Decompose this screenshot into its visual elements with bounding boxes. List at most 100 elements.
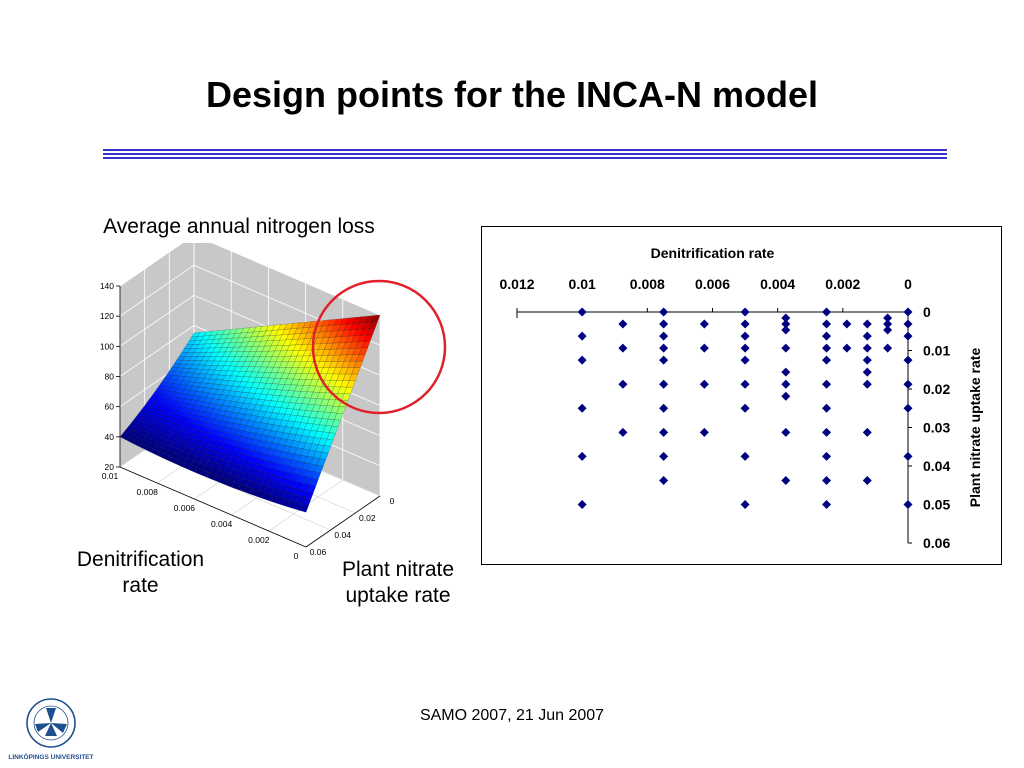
y-tick-label: 0.01	[923, 343, 950, 359]
x-tick-label: 0.002	[825, 276, 860, 292]
z-tick-label: 80	[105, 372, 115, 382]
slide-title: Design points for the INCA-N model	[206, 74, 818, 115]
z-tick-label: 20	[105, 462, 115, 472]
scatter-point	[862, 355, 872, 365]
scatter-point	[659, 427, 669, 437]
x-axis-line	[119, 466, 307, 548]
scatter-point	[822, 307, 832, 317]
scatter-point	[822, 475, 832, 485]
x-tick-label: 0.008	[137, 487, 159, 497]
scatter-point	[699, 427, 709, 437]
y-tick-label: 0.02	[923, 381, 950, 397]
y-tick-label: 0	[390, 496, 395, 506]
scatter-point	[822, 451, 832, 461]
scatter-point	[740, 355, 750, 365]
scatter-point	[699, 379, 709, 389]
scatter-point	[822, 379, 832, 389]
y-tick-label: 0.03	[923, 420, 950, 436]
scatter-point	[781, 313, 791, 323]
y-tick-label: 0.06	[310, 547, 327, 557]
scatter-point	[822, 343, 832, 353]
scatter-point	[659, 307, 669, 317]
surface-mesh	[119, 314, 381, 513]
scatter-point	[781, 325, 791, 335]
scatter-point	[740, 379, 750, 389]
design-points-chart: Denitrification rate 0.012 0.01 0.008 0.006 0…	[481, 226, 1002, 565]
scatter-point	[577, 403, 587, 413]
y-axis-label: Plant nitrate uptake rate	[967, 348, 983, 508]
scatter-point	[903, 355, 913, 365]
scatter-point	[903, 379, 913, 389]
scatter-point	[862, 427, 872, 437]
surface-cell	[299, 503, 309, 513]
scatter-point	[618, 427, 628, 437]
x-tick-label: 0.002	[248, 535, 270, 545]
y-tick-label: 0.04	[923, 458, 950, 474]
scatter-point	[903, 500, 913, 509]
x-tick-label: 0.006	[695, 276, 730, 292]
title-rule	[103, 149, 947, 159]
scatter-point	[862, 319, 872, 329]
surface-title: Average annual nitrogen loss	[103, 215, 375, 238]
highlight-circle	[311, 279, 447, 415]
y-tick-label: 0	[923, 304, 931, 320]
scatter-point	[822, 319, 832, 329]
x-tick-label: 0.004	[211, 519, 233, 529]
x-tick-label: 0.008	[630, 276, 665, 292]
scatter-point	[659, 355, 669, 365]
scatter-point	[862, 475, 872, 485]
scatter-point	[883, 325, 893, 335]
scatter-point	[618, 379, 628, 389]
x-tick-label: 0.006	[174, 503, 196, 513]
scatter-point	[577, 355, 587, 365]
scatter-point	[740, 451, 750, 461]
y-tick-label: 0.05	[923, 497, 950, 513]
x-tick-label: 0	[294, 551, 299, 561]
scatter-point	[618, 343, 628, 353]
scatter-point	[781, 475, 791, 485]
scatter-point	[781, 379, 791, 389]
scatter-point	[862, 379, 872, 389]
scatter-point	[577, 331, 587, 341]
svg-text:LINKÖPINGS UNIVERSITET: LINKÖPINGS UNIVERSITET	[8, 752, 93, 761]
scatter-point	[842, 319, 852, 329]
scatter-point	[883, 313, 893, 323]
z-tick-label: 100	[100, 341, 114, 351]
z-tick-label: 60	[105, 402, 115, 412]
scatter-point	[699, 343, 709, 353]
scatter-markers	[577, 307, 913, 509]
scatter-point	[822, 500, 832, 509]
scatter-point	[740, 331, 750, 341]
z-tick-label: 140	[100, 281, 114, 291]
scatter-point	[903, 331, 913, 341]
y-tick-label: 0.06	[923, 535, 950, 551]
scatter-point	[903, 307, 913, 317]
scatter-point	[740, 307, 750, 317]
scatter-point	[740, 319, 750, 329]
chart-title: Denitrification rate	[651, 245, 775, 261]
scatter-point	[781, 427, 791, 437]
x-tick-label: 0.012	[499, 276, 534, 292]
footer-text: SAMO 2007, 21 Jun 2007	[419, 707, 605, 724]
surface-plot: 20 40 60 80 100 120 140 0.01 0.008 0.006 0.004 0.00…	[100, 243, 447, 561]
scatter-point	[862, 343, 872, 353]
scatter-point	[740, 343, 750, 353]
scatter-point	[903, 403, 913, 413]
scatter-point	[781, 367, 791, 377]
scatter-point	[781, 391, 791, 401]
y-tick-label: 0.02	[359, 513, 376, 523]
plant-uptake-label: Plant nitrate uptake rate	[341, 558, 455, 607]
scatter-point	[862, 367, 872, 377]
denitrification-label: Denitrification rate	[76, 548, 205, 597]
scatter-point	[883, 343, 893, 353]
y-axis-line	[305, 495, 381, 548]
scatter-point	[659, 343, 669, 353]
scatter-point	[822, 427, 832, 437]
x-tick-label: 0.01	[569, 276, 596, 292]
scatter-point	[659, 331, 669, 341]
scatter-point	[577, 307, 587, 317]
scatter-point	[822, 355, 832, 365]
scatter-point	[659, 403, 669, 413]
scatter-point	[659, 319, 669, 329]
scatter-point	[699, 319, 709, 329]
